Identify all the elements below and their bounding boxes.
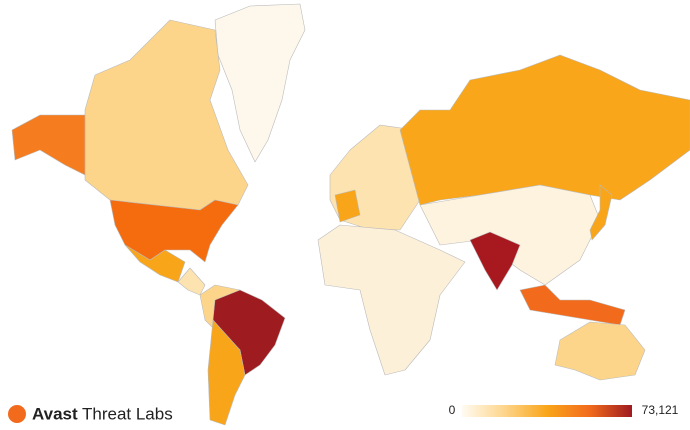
legend-gradient — [462, 405, 632, 417]
legend-max-label: 73,121 — [642, 403, 679, 417]
legend: 0 73,121 — [449, 403, 679, 417]
brand-logo: Avast Threat Labs — [8, 404, 173, 423]
southeast-asia — [519, 284, 626, 326]
australia — [554, 321, 646, 381]
asia — [419, 184, 601, 286]
brand-name: Avast — [32, 404, 78, 423]
africa — [317, 224, 466, 376]
central-america — [177, 267, 206, 296]
usa — [109, 199, 239, 263]
india — [469, 231, 521, 291]
greenland — [214, 3, 306, 163]
western-europe — [334, 189, 361, 223]
brand-product: Threat Labs — [82, 404, 173, 423]
russia — [399, 54, 690, 206]
south-america-south — [207, 319, 246, 426]
mexico — [124, 244, 186, 283]
legend-min-label: 0 — [449, 403, 456, 417]
alaska — [11, 114, 86, 176]
japan — [589, 184, 613, 241]
world-map — [11, 3, 690, 426]
logo-icon — [8, 405, 26, 423]
